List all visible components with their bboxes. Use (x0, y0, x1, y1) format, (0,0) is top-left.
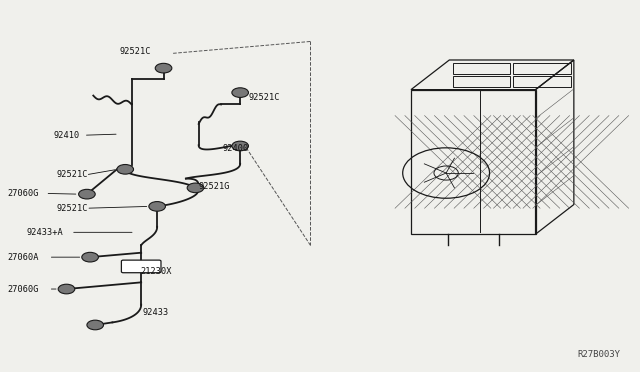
Text: 27060G: 27060G (7, 189, 38, 198)
Bar (452, 76, 509, 87)
Text: 92521C: 92521C (119, 47, 150, 56)
Text: 27060G: 27060G (7, 285, 38, 294)
Text: R27B003Y: R27B003Y (577, 350, 620, 359)
Bar (452, 63, 509, 74)
Circle shape (117, 164, 134, 174)
Circle shape (156, 63, 172, 73)
Circle shape (232, 88, 248, 97)
Text: 92521C: 92521C (57, 204, 88, 213)
Circle shape (79, 189, 95, 199)
Text: 92410: 92410 (53, 131, 79, 140)
Text: 92433+A: 92433+A (26, 228, 63, 237)
Text: 27060A: 27060A (7, 253, 38, 262)
Circle shape (82, 252, 99, 262)
Circle shape (232, 141, 248, 151)
Circle shape (58, 284, 75, 294)
Text: 92521G: 92521G (198, 182, 230, 190)
Text: 92521C: 92521C (57, 170, 88, 179)
Text: 92433: 92433 (143, 308, 169, 317)
Circle shape (187, 183, 204, 193)
Text: 92400: 92400 (223, 144, 249, 153)
Circle shape (87, 320, 104, 330)
Bar (513, 76, 571, 87)
Circle shape (149, 202, 166, 211)
Bar (513, 63, 571, 74)
Text: 92521C: 92521C (248, 93, 280, 102)
FancyBboxPatch shape (122, 260, 161, 273)
Text: 21230X: 21230X (140, 267, 172, 276)
